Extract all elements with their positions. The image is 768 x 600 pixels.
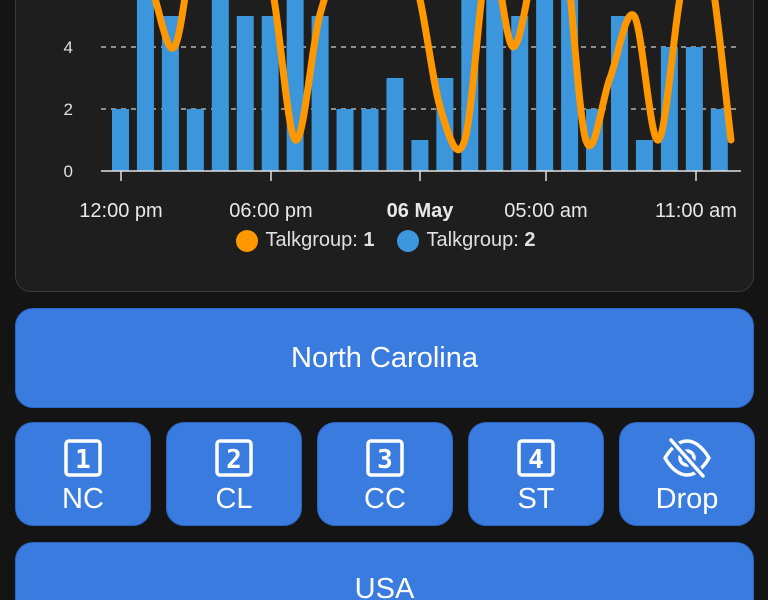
legend-item-talkgroup-1[interactable]: Talkgroup: 1	[235, 229, 375, 252]
x-tick-label: 05:00 am	[504, 200, 587, 222]
bar	[386, 78, 404, 171]
legend-swatch-talkgroup-1	[235, 229, 258, 252]
bar	[486, 0, 504, 171]
bar	[161, 16, 179, 171]
bar	[236, 16, 254, 171]
svg-text:1: 1	[75, 445, 91, 475]
bar	[635, 140, 653, 171]
svg-text:2: 2	[226, 445, 242, 475]
numeric-1-box-icon: 1	[64, 439, 102, 477]
slot-4-label: ST	[517, 483, 555, 515]
region-button-label: North Carolina	[291, 341, 478, 374]
bar	[336, 109, 354, 171]
svg-text:3: 3	[377, 445, 393, 475]
y-tick-label: 0	[64, 162, 73, 181]
bar	[136, 0, 154, 171]
legend-label-talkgroup-2: Talkgroup: 2	[426, 229, 536, 251]
legend-item-talkgroup-2[interactable]: Talkgroup: 2	[396, 229, 536, 252]
drop-button[interactable]: Drop	[619, 422, 755, 526]
slot-1-label: NC	[62, 483, 104, 515]
bar	[710, 109, 728, 171]
series-line-talkgroup-1	[151, 0, 735, 154]
numeric-2-box-icon: 2	[215, 439, 253, 477]
region-usa-button[interactable]: USA	[15, 542, 754, 600]
x-tick-label: 06 May	[387, 200, 455, 222]
legend-swatch-talkgroup-2	[396, 229, 419, 252]
svg-text:4: 4	[528, 445, 544, 475]
legend-label-talkgroup-1: Talkgroup: 1	[265, 229, 375, 251]
bar	[536, 0, 554, 171]
x-tick-label: 11:00 am	[655, 200, 737, 222]
slot-3-label: CC	[364, 483, 406, 515]
x-tick-label: 06:00 pm	[229, 200, 312, 222]
slot-4-st-button[interactable]: 4 ST	[468, 422, 604, 526]
activity-chart: 0 2 4 12:00 pm 06:00 pm 06 May 05:00 am 11:00 a…	[64, 0, 741, 222]
bar	[660, 47, 678, 171]
bar	[361, 109, 379, 171]
usa-button-label: USA	[354, 573, 415, 600]
slot-3-cc-button[interactable]: 3 CC	[317, 422, 453, 526]
activity-chart-card: 0 2 4 12:00 pm 06:00 pm 06 May 05:00 am 11:00 a…	[15, 0, 754, 292]
slot-1-nc-button[interactable]: 1 NC	[15, 422, 151, 526]
numeric-3-box-icon: 3	[366, 439, 404, 477]
slot-2-cl-button[interactable]: 2 CL	[166, 422, 302, 526]
bar	[511, 16, 529, 171]
chart-legend: Talkgroup: 1 Talkgroup: 2	[16, 229, 753, 252]
bar	[186, 109, 204, 171]
numeric-4-box-icon: 4	[517, 439, 555, 477]
bar	[261, 16, 279, 171]
slot-2-label: CL	[215, 483, 253, 515]
bar	[685, 47, 703, 171]
bar	[411, 140, 429, 171]
y-tick-label: 4	[64, 38, 73, 57]
region-north-carolina-button[interactable]: North Carolina	[15, 308, 754, 408]
bar	[286, 0, 304, 171]
eye-off-icon	[663, 437, 711, 479]
x-tick-label: 12:00 pm	[79, 200, 162, 222]
y-tick-label: 2	[64, 100, 73, 119]
bar	[112, 109, 129, 171]
bar	[211, 0, 229, 171]
drop-label: Drop	[655, 483, 719, 515]
